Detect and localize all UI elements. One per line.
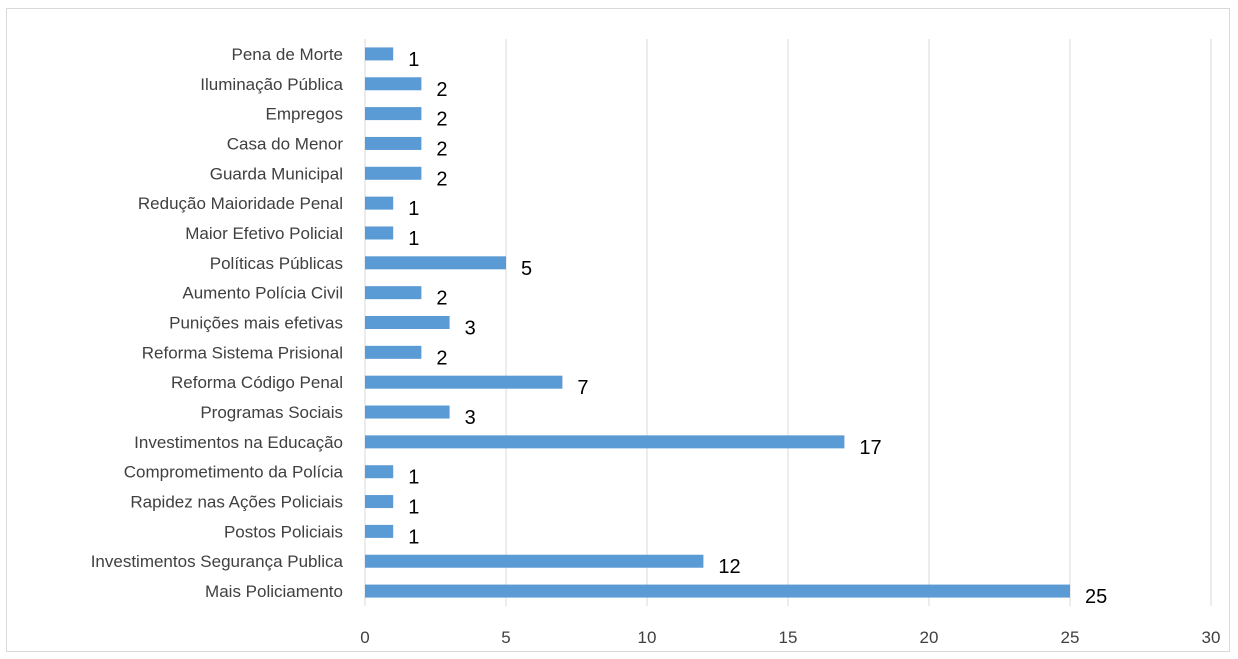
category-label: Empregos: [266, 105, 343, 124]
category-label: Aumento Polícia Civil: [182, 284, 343, 303]
chart-frame: [6, 8, 1230, 652]
x-axis-tick-labels: 0 5 10 15 20 25 30: [360, 628, 1220, 647]
category-label: Casa do Menor: [227, 134, 344, 153]
x-tick-label: 20: [920, 628, 939, 647]
bar: [365, 465, 394, 479]
category-label: Reforma Sistema Prisional: [142, 343, 343, 362]
data-label: 2: [436, 79, 447, 101]
bar: [365, 316, 450, 329]
category-label: Investimentos Segurança Publica: [91, 552, 344, 571]
category-label: Iluminação Pública: [200, 75, 343, 94]
category-label: Programas Sociais: [200, 403, 343, 422]
category-label: Punições mais efetivas: [169, 314, 343, 333]
gridlines: [364, 39, 1212, 606]
bar: [365, 554, 704, 568]
bar: [365, 47, 394, 61]
data-label: 2: [436, 168, 447, 190]
bar: [365, 435, 845, 449]
category-label: Maior Efetivo Policial: [185, 224, 343, 243]
x-tick-label: 15: [779, 628, 798, 647]
bar: [365, 107, 422, 121]
bar: [365, 226, 394, 240]
bar: [365, 584, 1070, 598]
category-label: Comprometimento da Polícia: [124, 463, 344, 482]
x-tick-label: 25: [1061, 628, 1080, 647]
category-label: Investimentos na Educação: [134, 433, 343, 452]
bar: [365, 196, 394, 210]
bar: [365, 345, 422, 359]
data-label: 1: [408, 198, 419, 220]
data-label: 2: [436, 109, 447, 131]
category-label: Reforma Código Penal: [171, 373, 343, 392]
x-tick-label: 0: [360, 628, 369, 647]
x-tick-label: 10: [638, 628, 657, 647]
data-label: 25: [1085, 586, 1107, 608]
data-label: 1: [408, 49, 419, 71]
category-label: Guarda Municipal: [210, 164, 343, 183]
data-label: 3: [465, 407, 476, 429]
bar: [365, 166, 422, 180]
category-label: Políticas Públicas: [210, 254, 343, 273]
category-label: Pena de Morte: [231, 45, 343, 64]
category-label: Redução Maioridade Penal: [138, 194, 343, 213]
data-label: 17: [859, 437, 881, 459]
bar: [365, 495, 394, 509]
bar: [365, 77, 422, 91]
bar: [365, 524, 394, 538]
data-label: 1: [408, 526, 419, 548]
bar: [365, 136, 422, 150]
data-label: 12: [718, 556, 740, 578]
category-labels: Pena de Morte Iluminação Pública Empregos C…: [91, 45, 344, 601]
category-label: Postos Policiais: [224, 522, 343, 541]
bar: [365, 405, 450, 419]
bar: [365, 375, 563, 389]
data-label: 2: [436, 288, 447, 310]
data-label: 2: [436, 138, 447, 160]
data-label: 7: [577, 377, 588, 399]
x-tick-label: 30: [1202, 628, 1221, 647]
x-tick-label: 5: [501, 628, 510, 647]
category-label: Mais Policiamento: [205, 582, 343, 601]
data-label: 1: [408, 497, 419, 519]
data-label: 2: [436, 347, 447, 369]
data-label: 3: [465, 318, 476, 340]
data-label: 5: [521, 258, 532, 280]
bar: [365, 286, 422, 300]
data-label: 1: [408, 228, 419, 250]
bars: [365, 47, 1070, 598]
category-label: Rapidez nas Ações Policiais: [130, 493, 343, 512]
data-label: 1: [408, 467, 419, 489]
bar: [365, 256, 506, 270]
